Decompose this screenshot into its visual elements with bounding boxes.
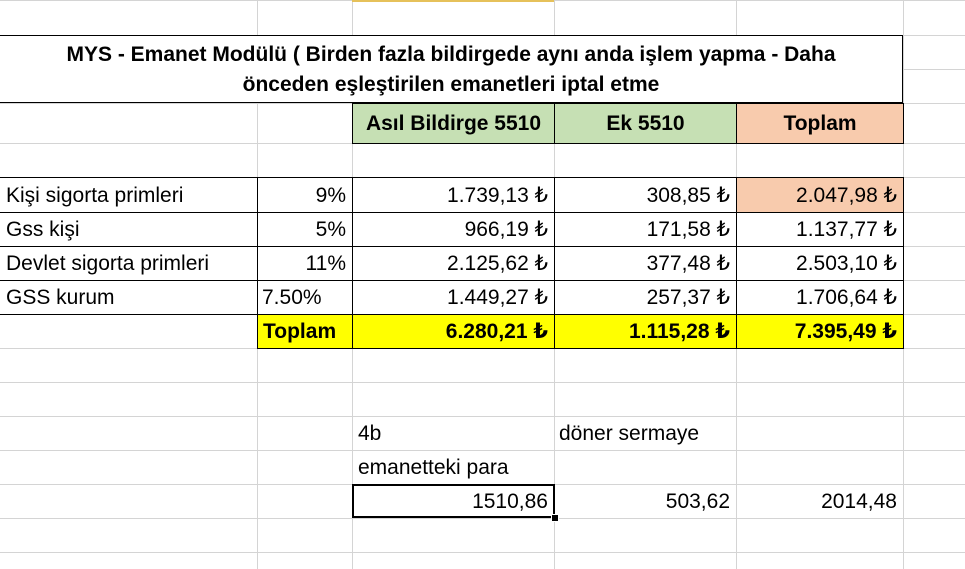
- value-emanetteki-para-cell[interactable]: 1510,86: [472, 489, 548, 513]
- row-rate-cell[interactable]: 11%: [257, 246, 353, 281]
- sheet-title-line1: MYS - Emanet Modülü ( Birden fazla bildi…: [66, 43, 836, 66]
- row-ek-cell[interactable]: 257,37 ₺: [554, 280, 737, 315]
- row-rate-cell[interactable]: 9%: [257, 177, 353, 213]
- row-ek-cell[interactable]: 377,48 ₺: [554, 246, 737, 281]
- row-ek-cell[interactable]: 308,85 ₺: [554, 177, 737, 213]
- header-ek[interactable]: Ek 5510: [554, 103, 737, 144]
- totals-label-cell[interactable]: Toplam: [257, 314, 353, 349]
- row-toplam-cell[interactable]: 1.137,77 ₺: [736, 212, 904, 247]
- row-label-cell[interactable]: Devlet sigorta primleri: [0, 246, 258, 281]
- row-asil-cell[interactable]: 2.125,62 ₺: [352, 246, 555, 281]
- row-rate-cell[interactable]: 7.50%: [257, 280, 353, 315]
- column-selection-marker: [352, 0, 554, 2]
- row-ek-cell[interactable]: 171,58 ₺: [554, 212, 737, 247]
- label-4b-cell[interactable]: 4b: [358, 421, 382, 445]
- totals-ek-cell[interactable]: 1.115,28 ₺: [554, 314, 737, 349]
- row-toplam-cell[interactable]: 2.503,10 ₺: [736, 246, 904, 281]
- row-label-cell[interactable]: Gss kişi: [0, 212, 258, 247]
- fill-handle[interactable]: [551, 514, 559, 522]
- value-total-cell[interactable]: 2014,48: [821, 489, 897, 513]
- active-cell-selection: [352, 484, 555, 518]
- row-rate-cell[interactable]: 5%: [257, 212, 353, 247]
- header-asil-bildirge[interactable]: Asıl Bildirge 5510: [352, 103, 555, 144]
- row-toplam-cell[interactable]: 1.706,64 ₺: [736, 280, 904, 315]
- label-emanetteki-para-cell[interactable]: emanetteki para: [358, 455, 509, 479]
- sheet-title-line2: önceden eşleştirilen emanetleri iptal et…: [242, 73, 660, 96]
- row-asil-cell[interactable]: 966,19 ₺: [352, 212, 555, 247]
- row-asil-cell[interactable]: 1.449,27 ₺: [352, 280, 555, 315]
- totals-toplam-cell[interactable]: 7.395,49 ₺: [736, 314, 904, 349]
- header-toplam[interactable]: Toplam: [736, 103, 904, 144]
- row-asil-cell[interactable]: 1.739,13 ₺: [352, 177, 555, 213]
- row-toplam-cell[interactable]: 2.047,98 ₺: [736, 177, 904, 213]
- row-label-cell[interactable]: GSS kurum: [0, 280, 258, 315]
- value-doner-sermaye-cell[interactable]: 503,62: [665, 489, 730, 513]
- sheet-title-cell[interactable]: MYS - Emanet Modülü ( Birden fazla bildi…: [0, 35, 903, 103]
- label-doner-sermaye-cell[interactable]: döner sermaye: [559, 421, 700, 445]
- totals-asil-cell[interactable]: 6.280,21 ₺: [352, 314, 555, 349]
- row-label-cell[interactable]: Kişi sigorta primleri: [0, 177, 258, 213]
